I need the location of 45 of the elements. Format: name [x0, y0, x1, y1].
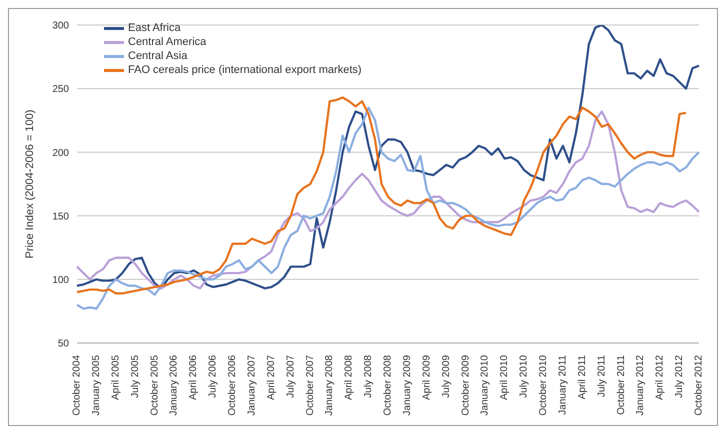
x-tick-label: January 2011 [557, 354, 568, 415]
x-tick-label: January 2012 [635, 354, 646, 416]
x-tick-label: July 2012 [674, 354, 686, 398]
x-tick-label: July 2006 [208, 354, 219, 398]
legend-label: FAO cereals price (international export markets) [128, 63, 362, 77]
x-tick-label: April 2008 [344, 354, 355, 400]
x-tick-label: January 2010 [480, 354, 491, 416]
x-tick-label: January 2007 [246, 354, 258, 416]
x-tick-label: July 2005 [130, 354, 141, 398]
y-tick-label: 50 [58, 338, 70, 350]
x-tick-label: April 2011 [576, 354, 588, 400]
x-tick-label: January 2008 [324, 354, 336, 416]
x-tick-label: July 2007 [285, 354, 296, 398]
y-tick-label: 100 [52, 274, 70, 286]
legend-label: Central America [128, 35, 206, 49]
x-tick-label: October 2007 [304, 354, 316, 416]
legend-label: East Africa [128, 21, 181, 35]
x-tick-label: January 2005 [90, 354, 102, 416]
x-tick-label: October 2012 [694, 354, 704, 416]
y-axis-title: Price Index (2004-2006 = 100) [24, 110, 36, 258]
x-tick-label: October 2008 [382, 354, 394, 416]
x-tick-label: April 2006 [188, 354, 200, 400]
x-tick-label: October 2005 [149, 354, 160, 416]
line-series [76, 25, 700, 290]
x-tick-label: April 2007 [266, 354, 277, 400]
x-tick-label: July 2009 [440, 354, 452, 398]
x-tick-label: July 2011 [596, 354, 608, 398]
x-tick-label: January 2006 [168, 354, 180, 416]
y-tick-label: 300 [52, 20, 70, 32]
y-tick-label: 250 [52, 84, 70, 96]
x-tick-label: July 2010 [518, 354, 530, 398]
x-tick-label: October 2004 [72, 354, 82, 416]
x-tick-label: April 2010 [499, 354, 510, 400]
x-tick-label: April 2012 [654, 354, 666, 400]
x-tick-label: January 2009 [402, 354, 413, 416]
x-tick-label: October 2010 [538, 354, 549, 416]
x-tick-label: April 2005 [110, 354, 122, 400]
y-tick-label: 150 [52, 211, 70, 222]
x-tick-label: October 2009 [460, 354, 472, 416]
y-tick-label: 200 [52, 148, 70, 159]
x-tick-label: April 2009 [421, 354, 432, 400]
x-tick-label: July 2008 [363, 354, 374, 398]
legend-label: Central Asia [128, 49, 188, 63]
x-tick-label: October 2006 [227, 354, 238, 416]
x-tick-label: October 2011 [616, 354, 627, 415]
